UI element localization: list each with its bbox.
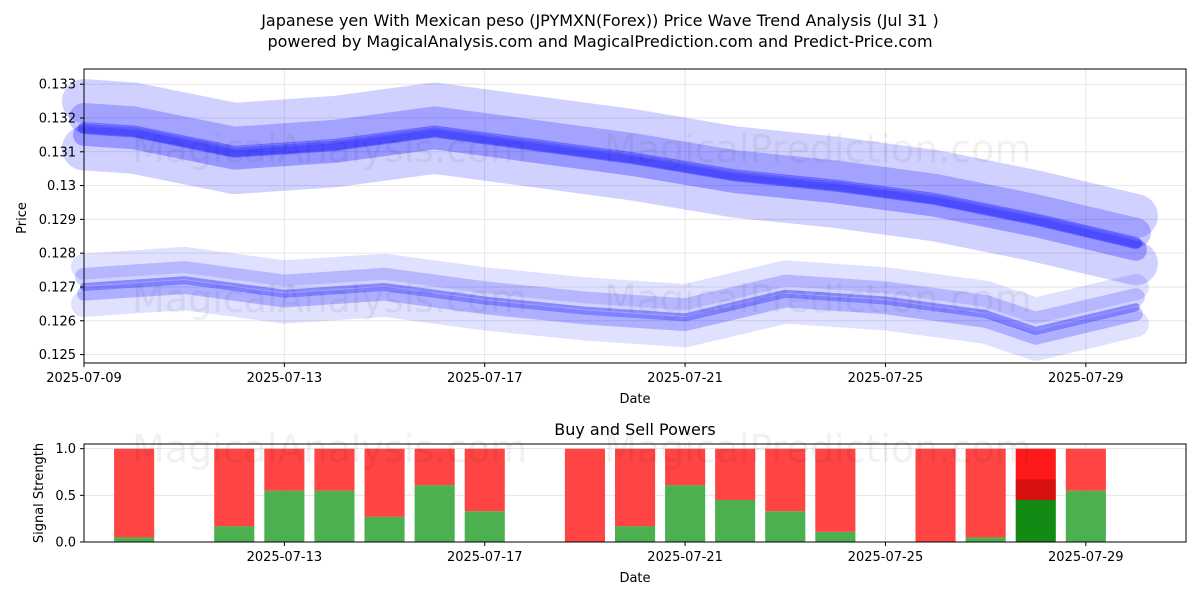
figure-title: Japanese yen With Mexican peso (JPYMXN(F… [260,11,939,30]
sell-bar [715,448,756,500]
buy-sell-overlap-band [1015,479,1056,500]
buy-bar [414,485,455,542]
buy-bar [1065,490,1106,542]
upper-wave-band [69,103,1151,248]
price-x-tick-label: 2025-07-09 [46,371,122,386]
power-plot-frame [83,443,1187,543]
price-x-axis-label: Date [619,392,650,407]
sell-bar [815,448,856,532]
price-plot-frame [83,68,1187,364]
buy-bar [765,511,806,542]
power-chart: Buy and Sell Powers 2025-07-13 2025-07-17… [32,420,1187,586]
price-waves [62,79,1158,361]
watermark-analysis-bottom: MagicalAnalysis.com [132,427,527,471]
sell-bar [214,448,255,527]
lower-wave-band [80,276,1140,335]
sell-bar [414,448,455,486]
price-y-tick-label: 0.133 [39,78,76,93]
price-x-tick-label: 2025-07-13 [247,371,323,386]
buy-bar [114,537,155,542]
price-y-tick-label: 0.125 [39,348,76,363]
buy-bar [464,511,505,542]
power-bars [114,448,1106,542]
buy-bar [214,526,255,542]
power-y-tick-label: 0.5 [55,489,76,504]
price-y-ticks: 0.125 0.126 0.127 0.128 0.129 0.13 0.131 0.132 0… [39,78,84,363]
buy-bar [264,490,305,542]
sell-bar [314,448,355,491]
watermark-prediction-bottom: MagicalPrediction.com [604,427,1032,471]
buy-bar [665,485,706,542]
price-y-tick-label: 0.126 [39,314,76,329]
buy-bar [715,500,756,542]
watermark-prediction-mid: MagicalPrediction.com [604,277,1032,321]
power-x-tick-label: 2025-07-25 [848,550,924,565]
buy-bar [314,490,355,542]
power-x-tick-label: 2025-07-29 [1048,550,1124,565]
power-y-axis-label: Signal Strength [32,443,47,543]
watermark-prediction-top: MagicalPrediction.com [604,127,1032,171]
price-chart: 2025-07-09 2025-07-13 2025-07-17 2025-07-21… [15,68,1187,407]
power-y-ticks: 0.0 0.5 1.0 [55,442,84,551]
sell-bar [915,448,956,542]
lower-wave-band [77,280,1143,345]
price-y-axis-label: Price [15,202,30,234]
sell-bar [1015,448,1056,500]
power-x-tick-label: 2025-07-17 [447,550,523,565]
buy-bar [815,531,856,542]
sell-bar [615,448,656,527]
power-x-ticks: 2025-07-13 2025-07-17 2025-07-21 2025-07-25… [247,542,1124,565]
power-x-axis-label: Date [619,571,650,586]
power-y-tick-label: 0.0 [55,536,76,551]
sell-bar [264,448,305,491]
sell-bar [564,448,605,542]
price-x-tick-label: 2025-07-25 [848,371,924,386]
power-x-tick-label: 2025-07-13 [247,550,323,565]
price-x-tick-label: 2025-07-17 [447,371,523,386]
price-grid [83,69,1186,363]
price-y-tick-label: 0.13 [47,179,76,194]
upper-wave-band [62,79,1158,238]
price-y-tick-label: 0.127 [39,280,76,295]
price-y-tick-label: 0.132 [39,112,76,127]
buy-bar [1015,500,1056,542]
sell-bar [965,448,1006,538]
watermark-analysis-mid: MagicalAnalysis.com [132,277,527,321]
price-y-tick-label: 0.131 [39,145,76,160]
watermark-analysis-top: MagicalAnalysis.com [132,127,527,171]
sell-bar [1065,448,1106,491]
figure-subtitle: powered by MagicalAnalysis.com and Magic… [267,32,932,51]
lower-wave-band [71,284,1149,361]
lower-wave-band [75,261,1145,330]
price-x-tick-label: 2025-07-29 [1048,371,1124,386]
sell-bar [765,448,806,512]
sell-bar [364,448,405,517]
sell-bar [464,448,505,512]
sell-bar [114,448,155,538]
price-y-tick-label: 0.128 [39,247,76,262]
price-y-tick-label: 0.129 [39,213,76,228]
price-x-tick-label: 2025-07-21 [647,371,723,386]
power-y-tick-label: 1.0 [55,442,76,457]
upper-wave-band [62,126,1158,286]
power-x-tick-label: 2025-07-21 [647,550,723,565]
price-x-ticks: 2025-07-09 2025-07-13 2025-07-17 2025-07-21… [46,363,1124,386]
upper-wave-band [78,122,1142,249]
buy-bar [364,516,405,542]
upper-wave-band [73,123,1147,261]
power-chart-title: Buy and Sell Powers [554,420,716,439]
lower-wave-band [71,246,1149,324]
buy-bar [615,526,656,542]
sell-bar [665,448,706,486]
buy-bar [965,537,1006,542]
